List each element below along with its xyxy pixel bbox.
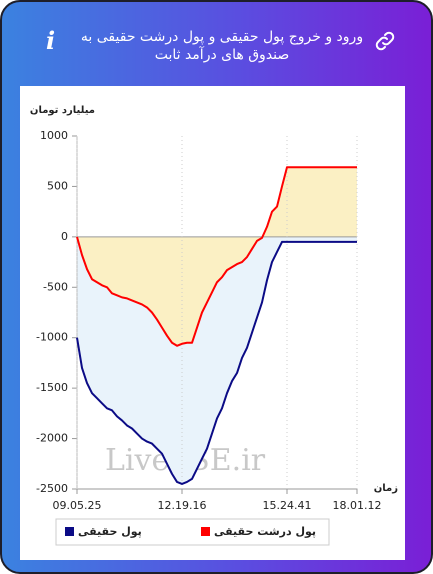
link-icon[interactable] bbox=[374, 30, 396, 52]
info-icon[interactable]: i bbox=[46, 26, 56, 55]
y-tick-label: -500 bbox=[43, 280, 68, 293]
y-tick-label: -2500 bbox=[36, 482, 68, 495]
y-axis-label: میلیارد تومان bbox=[30, 105, 95, 116]
legend-swatch bbox=[201, 527, 210, 536]
legend-swatch bbox=[65, 527, 74, 536]
x-tick-label: 12.19.16 bbox=[158, 499, 207, 512]
x-axis-label: زمان bbox=[374, 483, 398, 494]
y-tick-label: 500 bbox=[47, 179, 68, 192]
card-title: ورود و خروج پول حقیقی و پول درشت حقیقی ب… bbox=[80, 29, 364, 63]
x-tick-label: 09.05.25 bbox=[53, 499, 102, 512]
legend-label: پول حقیقی bbox=[78, 525, 142, 538]
series-line bbox=[76, 240, 357, 485]
x-tick-label: 18.01.12 bbox=[333, 499, 382, 512]
x-tick-label: 15.24.41 bbox=[263, 499, 312, 512]
area bbox=[77, 167, 357, 346]
legend-label: پول درشت حقیقی bbox=[214, 525, 316, 538]
y-tick-label: -1500 bbox=[36, 381, 68, 394]
series-line bbox=[76, 166, 357, 347]
y-tick-label: 0 bbox=[61, 230, 68, 243]
y-tick-label: 1000 bbox=[40, 129, 68, 142]
y-tick-label: -1000 bbox=[36, 331, 68, 344]
y-tick-label: -2000 bbox=[36, 432, 68, 445]
legend bbox=[55, 518, 330, 546]
